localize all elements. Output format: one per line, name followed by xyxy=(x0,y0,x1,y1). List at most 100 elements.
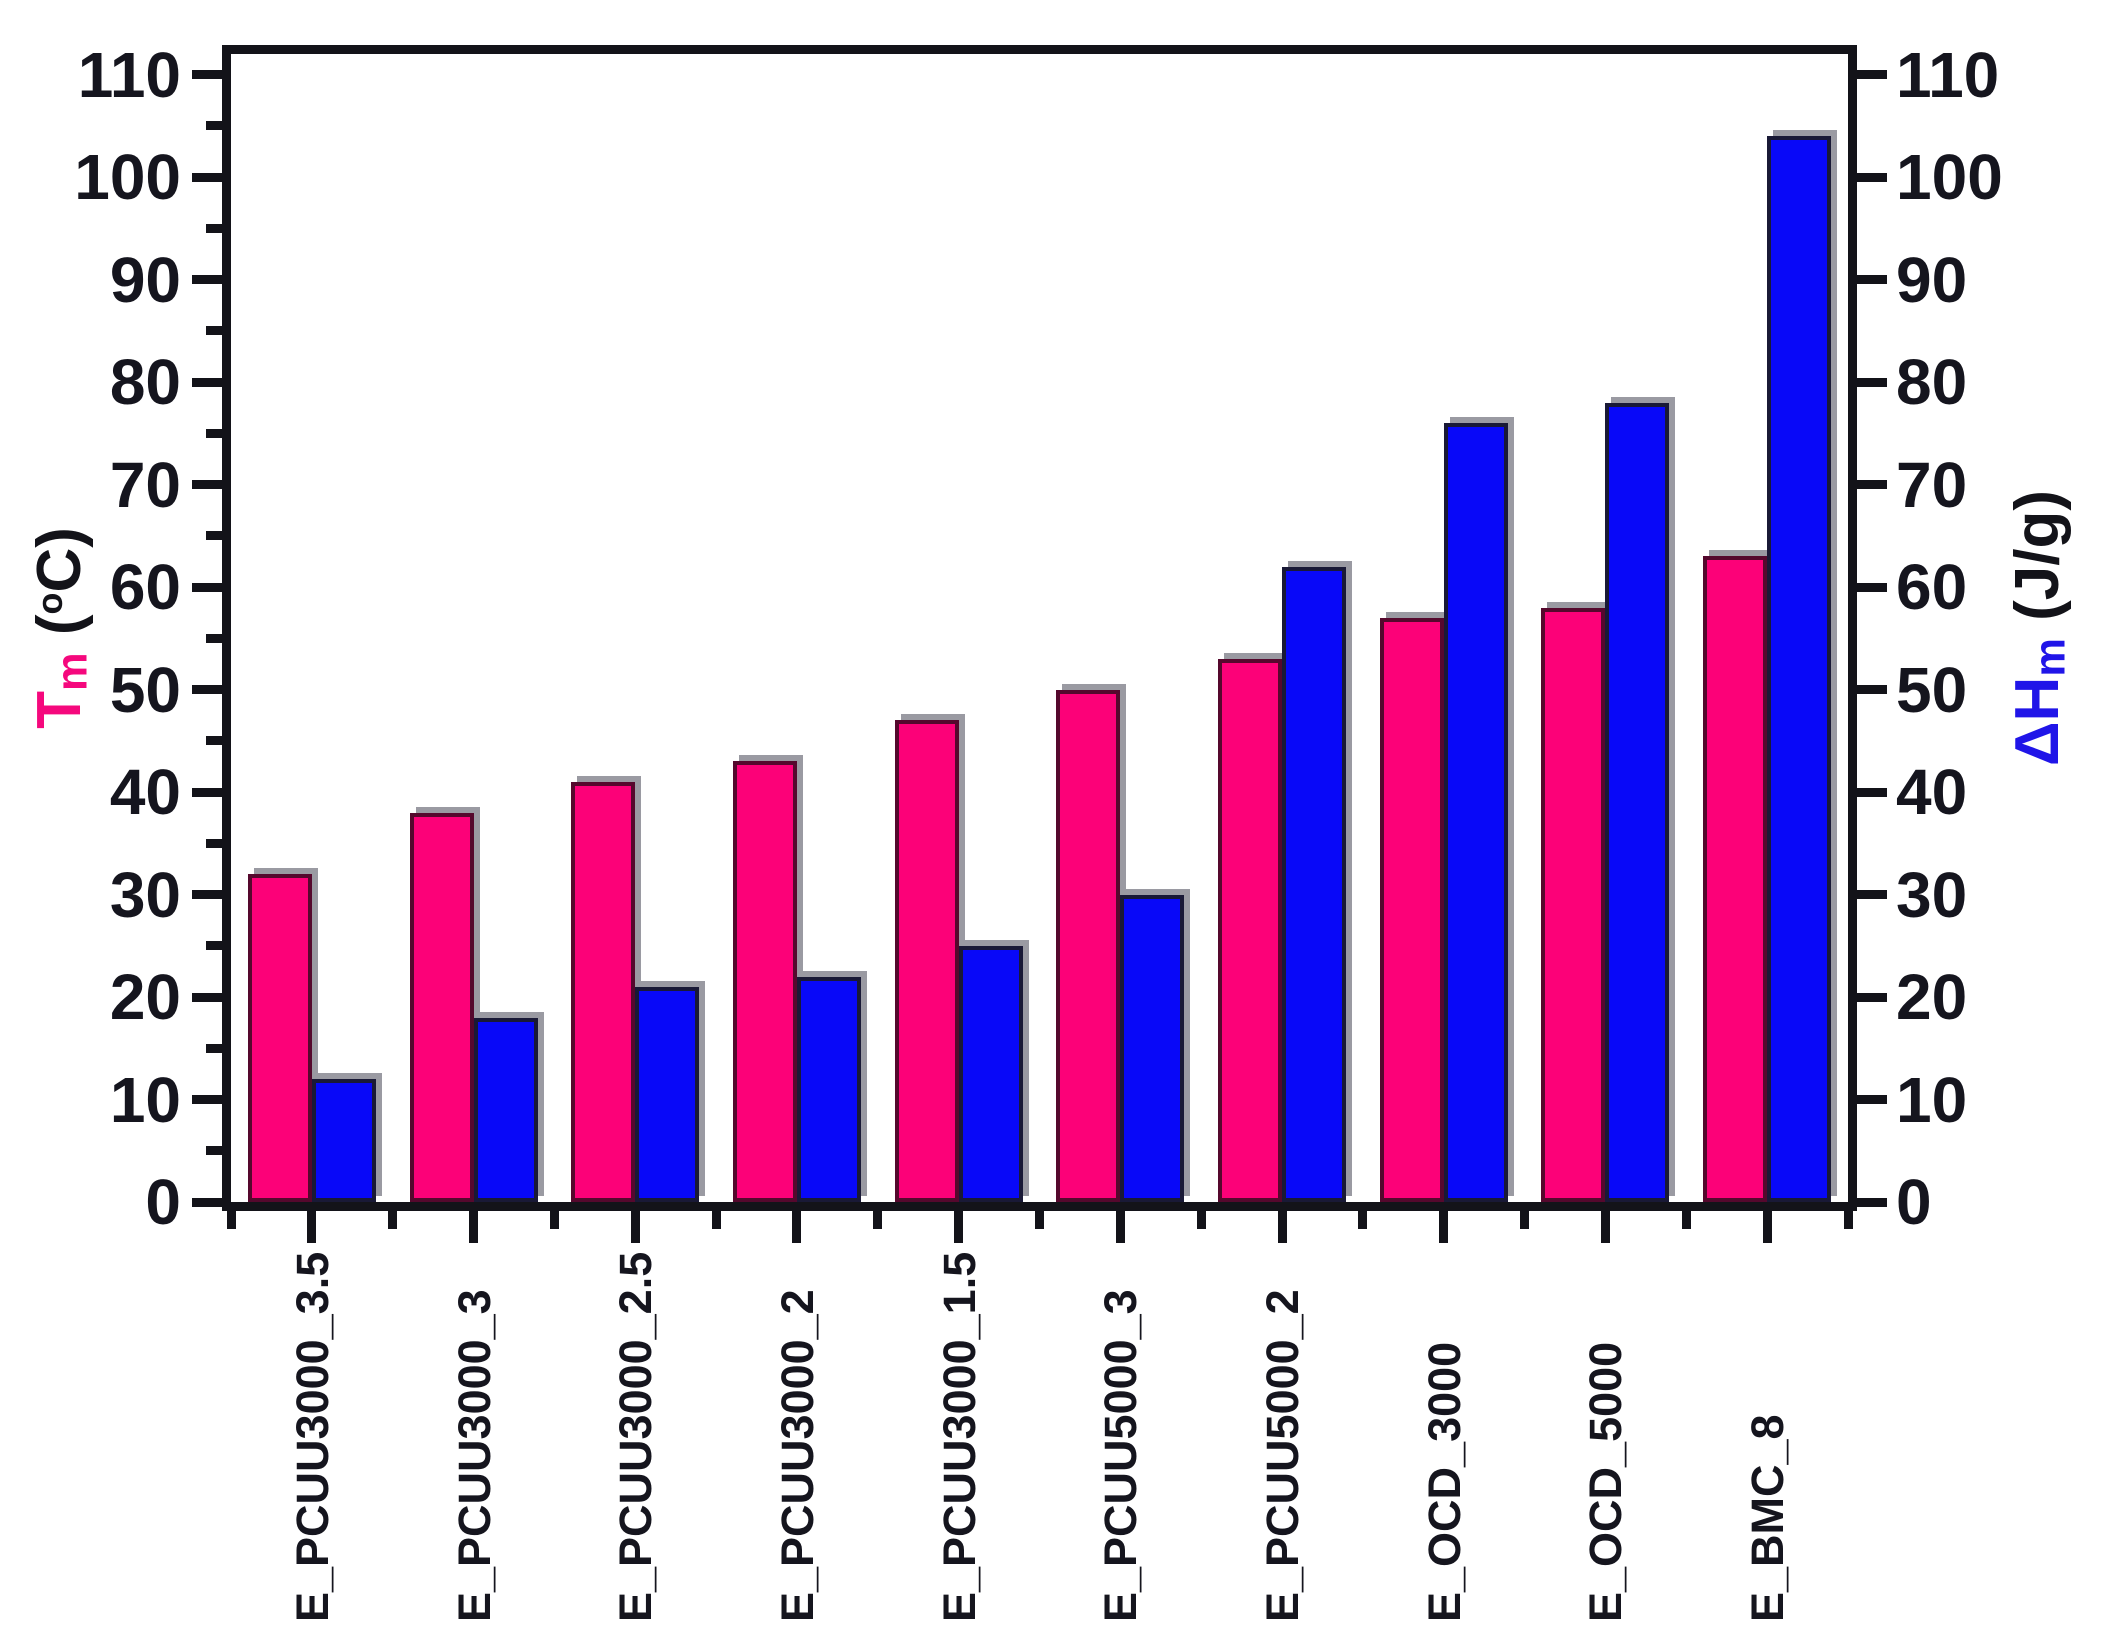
y-major-tick-right xyxy=(1857,480,1887,489)
y-major-tick-left xyxy=(192,787,222,797)
right-axis-symbol-sub: m xyxy=(2026,638,2075,677)
y-major-tick-right xyxy=(1857,1197,1887,1207)
bar-tm-3 xyxy=(571,781,636,1202)
y-major-tick-right xyxy=(1857,582,1887,592)
x-major-tick xyxy=(1277,1211,1287,1243)
y-minor-tick-left xyxy=(206,941,222,951)
x-minor-tick xyxy=(1681,1211,1691,1229)
x-major-tick xyxy=(630,1211,640,1243)
y-major-tick-left xyxy=(192,685,222,694)
x-tick-label: E_PCUU3000_3 xyxy=(448,1289,500,1622)
y-tick-label-right: 40 xyxy=(1896,756,1968,828)
x-major-tick xyxy=(1600,1211,1610,1243)
y-minor-tick-left xyxy=(206,326,222,336)
x-minor-tick xyxy=(549,1211,559,1229)
y-minor-tick-left xyxy=(206,736,222,746)
bar-tm-7 xyxy=(1218,658,1283,1202)
y-tick-label-right: 0 xyxy=(1896,1166,1932,1238)
x-minor-tick xyxy=(711,1211,721,1229)
x-major-tick xyxy=(469,1211,479,1243)
y-major-tick-right xyxy=(1857,890,1887,899)
y-major-tick-left xyxy=(192,480,222,489)
bar-tm-1 xyxy=(247,874,312,1202)
left-axis-unit-close: C) xyxy=(25,527,94,593)
y-major-tick-right xyxy=(1857,1095,1887,1104)
bar-dhm-8 xyxy=(1443,423,1508,1202)
x-major-tick xyxy=(954,1211,964,1243)
y-tick-label-left: 80 xyxy=(109,346,181,418)
bar-dhm-4 xyxy=(796,976,861,1202)
x-tick-label: E_PCUU3000_2 xyxy=(771,1289,823,1622)
y-tick-label-right: 70 xyxy=(1896,448,1968,521)
bar-tm-4 xyxy=(732,761,797,1202)
bar-dhm-3 xyxy=(635,986,700,1202)
bar-dhm-2 xyxy=(473,1017,538,1202)
x-minor-tick xyxy=(1035,1211,1044,1229)
x-minor-tick xyxy=(388,1211,398,1229)
right-axis-delta: Δ xyxy=(2003,721,2072,767)
bar-dhm-10 xyxy=(1767,136,1832,1202)
y-major-tick-right xyxy=(1857,70,1887,79)
bar-tm-8 xyxy=(1379,617,1444,1202)
y-tick-label-right: 100 xyxy=(1896,141,2003,213)
left-axis-title: Tm (oC) xyxy=(24,527,98,729)
x-tick-label: E_PCUU3000_3.5 xyxy=(286,1251,338,1622)
x-minor-tick xyxy=(226,1211,236,1229)
bar-dhm-9 xyxy=(1605,402,1670,1202)
x-minor-tick xyxy=(1358,1211,1368,1229)
y-minor-tick-left xyxy=(206,1146,222,1156)
y-minor-tick-left xyxy=(206,1043,222,1053)
y-tick-label-left: 110 xyxy=(77,38,181,111)
y-tick-label-right: 30 xyxy=(1896,858,1968,931)
y-tick-label-left: 90 xyxy=(109,243,181,316)
y-major-tick-left xyxy=(192,275,222,284)
bar-dhm-7 xyxy=(1282,566,1347,1202)
y-tick-label-right: 90 xyxy=(1896,243,1968,316)
bar-tm-5 xyxy=(894,720,959,1202)
y-tick-label-right: 110 xyxy=(1896,38,2000,111)
y-major-tick-right xyxy=(1857,685,1887,694)
y-major-tick-left xyxy=(192,1095,222,1104)
bar-tm-6 xyxy=(1056,689,1121,1202)
x-major-tick xyxy=(1115,1211,1125,1243)
y-minor-tick-left xyxy=(206,531,222,541)
x-tick-label: E_PCUU3000_1.5 xyxy=(933,1251,985,1622)
y-tick-label-left: 60 xyxy=(109,551,181,623)
y-tick-label-left: 40 xyxy=(109,756,181,828)
y-major-tick-left xyxy=(192,992,222,1002)
y-major-tick-left xyxy=(192,172,222,182)
bar-dhm-6 xyxy=(1120,894,1185,1202)
degree-symbol: o xyxy=(29,592,71,615)
y-major-tick-right xyxy=(1857,787,1887,797)
x-major-tick xyxy=(1439,1211,1449,1243)
y-minor-tick-left xyxy=(206,633,222,643)
y-tick-label-left: 10 xyxy=(109,1063,181,1136)
x-tick-label: E_PCUU5000_3 xyxy=(1095,1289,1147,1622)
bar-tm-9 xyxy=(1541,607,1606,1202)
y-major-tick-left xyxy=(192,890,222,899)
y-major-tick-right xyxy=(1857,992,1887,1002)
y-major-tick-left xyxy=(192,70,222,79)
bar-dhm-5 xyxy=(958,945,1023,1202)
y-major-tick-left xyxy=(192,377,222,387)
bar-dhm-1 xyxy=(311,1079,376,1202)
y-tick-label-left: 0 xyxy=(145,1166,181,1238)
y-major-tick-left xyxy=(192,1197,222,1207)
y-tick-label-right: 20 xyxy=(1896,961,1968,1033)
x-major-tick xyxy=(1762,1211,1772,1243)
bar-tm-10 xyxy=(1703,556,1768,1202)
y-tick-label-right: 10 xyxy=(1896,1063,1968,1136)
y-minor-tick-left xyxy=(206,428,222,438)
y-tick-label-left: 30 xyxy=(109,858,181,931)
x-minor-tick xyxy=(1196,1211,1206,1229)
y-major-tick-right xyxy=(1857,172,1887,182)
x-minor-tick xyxy=(1520,1211,1530,1229)
y-minor-tick-left xyxy=(206,223,222,233)
right-axis-title: ΔHm (J/g) xyxy=(2002,490,2076,766)
y-tick-label-right: 50 xyxy=(1896,653,1968,726)
x-major-tick xyxy=(792,1211,802,1243)
y-major-tick-right xyxy=(1857,377,1887,387)
plot-area: 0 0 10 10 20 20 30 30 40 40 50 50 60 60 70 70 80 80 90 90 10… xyxy=(74,43,2003,1623)
left-axis-unit-open: ( xyxy=(25,614,94,653)
